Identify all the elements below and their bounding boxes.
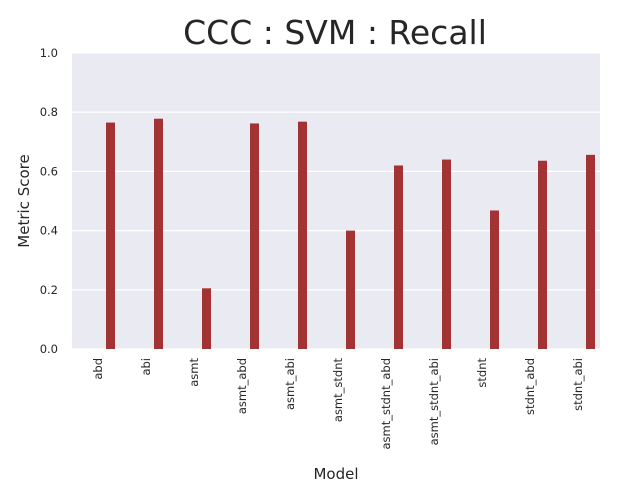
y-tick-label: 1.0	[40, 46, 58, 60]
bar-asmt_stdnt_abi	[442, 159, 451, 349]
y-axis-label: Metric Score	[15, 154, 33, 247]
x-tick-label: asmt_stdnt	[331, 358, 345, 423]
chart-title: CCC : SVM : Recall	[183, 13, 487, 52]
x-tick-label: asmt_stdnt_abi	[427, 358, 441, 445]
bars	[106, 118, 595, 349]
x-tick-label: stdnt_abi	[571, 358, 585, 411]
bar-asmt	[202, 288, 211, 349]
bar-abi	[154, 118, 163, 349]
bar-asmt_stdnt_abd	[394, 165, 403, 349]
y-tick-label: 0.0	[40, 342, 58, 356]
bar-asmt_abi	[298, 121, 307, 349]
x-tick-label: stdnt	[475, 358, 489, 388]
bar-asmt_abd	[250, 123, 259, 349]
x-axis-label: Model	[313, 465, 358, 483]
x-tick-label: asmt_stdnt_abd	[379, 358, 393, 450]
bar-stdnt_abi	[586, 154, 595, 349]
bar-abd	[106, 122, 115, 349]
plot-area	[72, 53, 600, 349]
y-tick-label: 0.6	[40, 164, 58, 178]
x-tick-label: abi	[139, 358, 153, 376]
y-tick-label: 0.8	[40, 105, 58, 119]
x-tick-label: asmt_abi	[283, 358, 297, 410]
y-tick-label: 0.4	[40, 224, 58, 238]
y-tick-labels: 0.0 0.2 0.4 0.6 0.8 1.0	[40, 46, 58, 356]
x-tick-labels: abd abi asmt asmt_abd asmt_abi asmt_stdnt asmt…	[91, 358, 585, 450]
x-tick-label: stdnt_abd	[523, 358, 537, 415]
bar-stdnt	[490, 210, 499, 349]
bar-stdnt_abd	[538, 160, 547, 349]
x-tick-label: abd	[91, 358, 105, 380]
y-tick-label: 0.2	[40, 283, 58, 297]
bar-asmt_stdnt	[346, 230, 355, 349]
x-tick-label: asmt	[187, 358, 201, 387]
x-tick-label: asmt_abd	[235, 358, 249, 414]
